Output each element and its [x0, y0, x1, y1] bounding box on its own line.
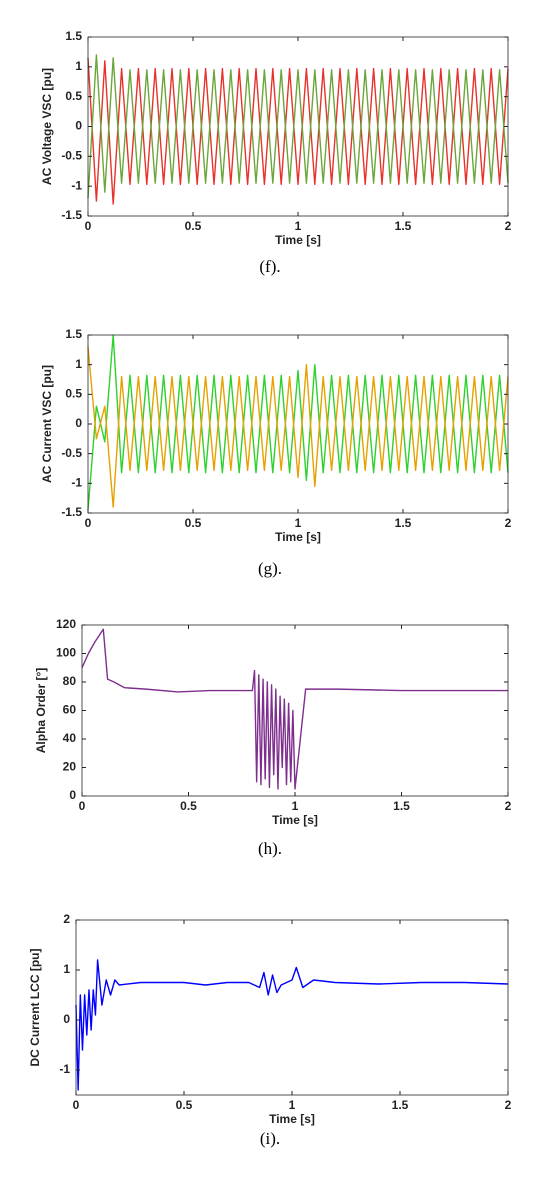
x-tick-label: 0 [85, 516, 92, 530]
x-tick-label: 1.5 [395, 219, 412, 233]
y-tick-label: -1 [59, 1062, 70, 1076]
x-tick-label: 0 [73, 1098, 80, 1112]
caption: (g). [258, 559, 282, 578]
y-tick-label: -1.5 [61, 505, 82, 519]
x-tick-label: 2 [505, 516, 512, 530]
y-tick-label: -1.5 [61, 208, 82, 222]
caption: (i). [260, 1129, 280, 1148]
x-tick-label: 0.5 [176, 1098, 193, 1112]
y-tick-label: -1 [71, 178, 82, 192]
y-axis-label: AC Current VSC [pu] [40, 365, 54, 483]
data-line [81, 628, 508, 790]
x-axis-label: Time [s] [269, 1112, 315, 1126]
plot-area [88, 335, 508, 513]
x-axis-label: Time [s] [272, 813, 318, 827]
y-tick-label: 0.5 [65, 387, 82, 401]
x-tick-label: 0 [79, 799, 86, 813]
y-tick-label: 1 [63, 962, 70, 976]
data-line [75, 959, 509, 1091]
data-line [87, 334, 509, 511]
y-tick-label: 1 [75, 357, 82, 371]
y-tick-label: 0 [63, 1012, 70, 1026]
y-tick-label: -0.5 [61, 149, 82, 163]
x-tick-label: 1.5 [393, 799, 410, 813]
x-tick-label: 1 [289, 1098, 296, 1112]
y-tick-label: 60 [63, 703, 77, 717]
data-line [87, 57, 509, 205]
x-axis-label: Time [s] [275, 530, 321, 544]
y-tick-label: 120 [56, 617, 76, 631]
x-tick-label: 0.5 [185, 219, 202, 233]
y-tick-label: 1.5 [65, 327, 82, 341]
plot-area [76, 920, 508, 1095]
y-tick-label: 1 [75, 59, 82, 73]
y-tick-label: -1 [71, 476, 82, 490]
data-line [87, 346, 509, 508]
y-tick-label: 1.5 [65, 29, 82, 43]
x-tick-label: 1 [295, 516, 302, 530]
x-tick-label: 1 [295, 219, 302, 233]
y-tick-label: 0.5 [65, 89, 82, 103]
x-tick-label: 0.5 [180, 799, 197, 813]
x-tick-label: 2 [505, 799, 512, 813]
caption: (f). [259, 257, 280, 276]
x-tick-label: 2 [505, 219, 512, 233]
y-tick-label: 0 [69, 788, 76, 802]
y-tick-label: -0.5 [61, 446, 82, 460]
x-tick-label: 0.5 [185, 516, 202, 530]
x-tick-label: 2 [505, 1098, 512, 1112]
x-tick-label: 0 [85, 219, 92, 233]
y-tick-label: 80 [63, 674, 77, 688]
y-tick-label: 40 [63, 731, 77, 745]
x-tick-label: 1.5 [392, 1098, 409, 1112]
y-tick-label: 0 [75, 416, 82, 430]
y-tick-label: 100 [56, 646, 76, 660]
y-tick-label: 20 [63, 760, 77, 774]
caption: (h). [258, 839, 282, 858]
y-axis-label: Alpha Order [°] [34, 668, 48, 753]
plot-area [88, 37, 508, 216]
y-axis-label: AC Voltage VSC [pu] [40, 68, 54, 185]
data-line [87, 54, 509, 199]
y-axis-label: DC Current LCC [pu] [28, 949, 42, 1067]
x-axis-label: Time [s] [275, 233, 321, 247]
y-tick-label: 0 [75, 119, 82, 133]
x-tick-label: 1.5 [395, 516, 412, 530]
y-tick-label: 2 [63, 912, 70, 926]
x-tick-label: 1 [292, 799, 299, 813]
